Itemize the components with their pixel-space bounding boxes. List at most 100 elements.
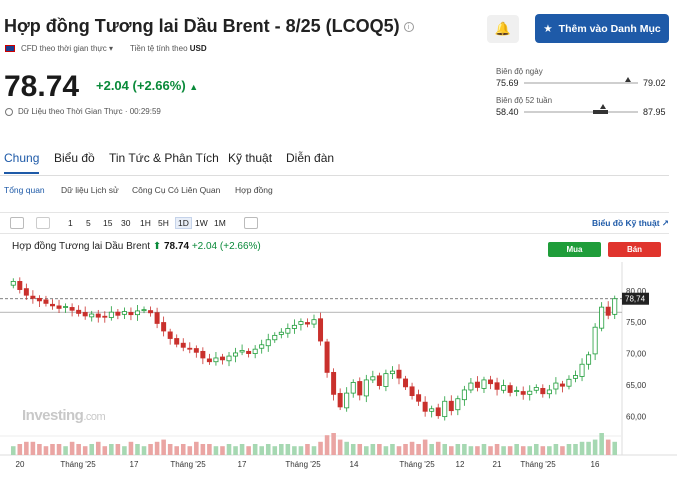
calendar-icon[interactable] xyxy=(244,217,258,229)
price-chart[interactable]: 80,00 75,00 70,00 65,00 60,00 78,74 20 Tháng '2… xyxy=(0,262,677,500)
volume-bar xyxy=(350,444,356,455)
tab-forum[interactable]: Diễn đàn xyxy=(286,151,335,165)
volume-bar xyxy=(298,446,304,455)
candle-body xyxy=(566,378,572,387)
candle-body xyxy=(82,312,88,317)
y-tick-label: 70,00 xyxy=(626,350,647,359)
cfd-label[interactable]: CFD theo thời gian thực ▾ xyxy=(21,44,113,53)
volume-bar xyxy=(76,444,81,455)
buy-button[interactable]: Mua xyxy=(548,242,601,257)
52w-range-label: Biên độ 52 tuần xyxy=(496,96,553,105)
subtab-overview[interactable]: Tổng quan xyxy=(4,185,45,195)
candle-body xyxy=(363,379,369,397)
volume-bar xyxy=(24,441,29,455)
volume-bar xyxy=(30,441,36,455)
day-range-bar xyxy=(524,82,638,84)
volume-bar xyxy=(109,444,114,455)
tab-chart[interactable]: Biểu đồ xyxy=(54,151,95,165)
volume-bar xyxy=(435,441,441,455)
timeframe-1m[interactable]: 1M xyxy=(214,218,226,228)
candle-body xyxy=(546,389,552,395)
candle-body xyxy=(56,305,62,309)
subtab-history[interactable]: Dữ liệu Lịch sử xyxy=(61,185,119,195)
volume-bar xyxy=(533,444,539,455)
volume-bar xyxy=(592,439,598,455)
candle-body xyxy=(272,334,278,341)
clock-icon xyxy=(5,108,13,116)
candle-body xyxy=(533,387,539,391)
info-icon[interactable]: i xyxy=(403,22,414,33)
candle-body xyxy=(30,295,36,299)
candle-body xyxy=(180,342,186,348)
tab-technical[interactable]: Kỹ thuật xyxy=(228,151,273,165)
volume-bar xyxy=(239,444,245,455)
candle-body xyxy=(23,288,29,296)
timeframe-15[interactable]: 15 xyxy=(103,218,113,228)
volume-bar xyxy=(553,444,559,455)
tab-general[interactable]: Chung xyxy=(4,151,40,174)
volume-bar xyxy=(265,444,271,455)
x-tick-label: 16 xyxy=(591,460,600,469)
volume-bar xyxy=(246,446,251,455)
volume-bar xyxy=(429,444,434,455)
candle-body xyxy=(154,312,160,324)
realtime-label: Dữ Liệu theo Thời Gian Thực · 00:29:59 xyxy=(18,107,161,116)
sell-button[interactable]: Bán xyxy=(608,242,661,257)
candle-body xyxy=(95,313,101,318)
volume-bar xyxy=(364,446,369,455)
bell-plus-icon[interactable]: 🔔 xyxy=(487,15,519,43)
volume-bar xyxy=(390,444,395,455)
candle-body xyxy=(344,392,350,409)
timeframe-1h[interactable]: 1H xyxy=(140,218,151,228)
candle-body xyxy=(383,373,389,387)
volume-bar xyxy=(494,444,500,455)
52w-range-bar xyxy=(524,111,638,113)
candlestick-type-icon[interactable] xyxy=(10,217,24,229)
price-change: +2.04 (+2.66%) ▲ xyxy=(96,78,199,93)
volume-bar xyxy=(586,441,591,455)
volume-bar xyxy=(344,441,349,455)
candle-body xyxy=(43,299,49,304)
candle-body xyxy=(605,306,611,316)
timeframe-1[interactable]: 1 xyxy=(68,218,73,228)
timeframe-1w[interactable]: 1W xyxy=(195,218,208,228)
candle-body xyxy=(233,352,239,357)
volume-bar xyxy=(475,446,480,455)
timeframe-1d[interactable]: 1D xyxy=(175,217,192,229)
subtab-related[interactable]: Công Cụ Có Liên Quan xyxy=(132,185,221,195)
volume-bar xyxy=(370,444,376,455)
candle-body xyxy=(89,313,95,318)
candle-body xyxy=(213,357,219,363)
timeframe-30[interactable]: 30 xyxy=(121,218,131,228)
candle-body xyxy=(36,297,42,302)
area-type-icon[interactable] xyxy=(36,217,50,229)
volume-bar xyxy=(148,444,153,455)
candle-body xyxy=(573,375,578,379)
candle-body xyxy=(527,390,533,395)
volume-bar xyxy=(174,446,179,455)
timeframe-5[interactable]: 5 xyxy=(86,218,91,228)
chart-toolbar: 1 5 15 30 1H 5H 1D 1W 1M xyxy=(0,212,669,234)
candle-body xyxy=(461,389,467,401)
subtab-contracts[interactable]: Hợp đồng xyxy=(235,185,273,195)
timeframe-5h[interactable]: 5H xyxy=(158,218,169,228)
candle-body xyxy=(63,306,69,308)
candle-body xyxy=(167,331,173,339)
tab-news[interactable]: Tin Tức & Phân Tích xyxy=(109,151,219,165)
candle-body xyxy=(278,331,284,335)
candle-body xyxy=(161,322,167,332)
52w-range-band xyxy=(593,110,608,114)
candle-body xyxy=(226,355,232,362)
volume-bar xyxy=(63,446,68,455)
52w-range-low: 58.40 xyxy=(496,107,519,117)
add-to-watchlist-button[interactable]: ★ Thêm vào Danh Mục xyxy=(535,14,669,43)
x-tick-label: 12 xyxy=(456,460,465,469)
candle-body xyxy=(252,348,258,354)
candle-body xyxy=(455,398,461,411)
volume-bar xyxy=(468,446,474,455)
candle-body xyxy=(246,350,252,354)
technical-chart-link[interactable]: Biểu đồ Kỹ thuật ↗ xyxy=(592,218,670,228)
volume-bar xyxy=(612,441,618,455)
x-tick-label: 14 xyxy=(350,460,359,469)
volume-bar xyxy=(180,444,186,455)
